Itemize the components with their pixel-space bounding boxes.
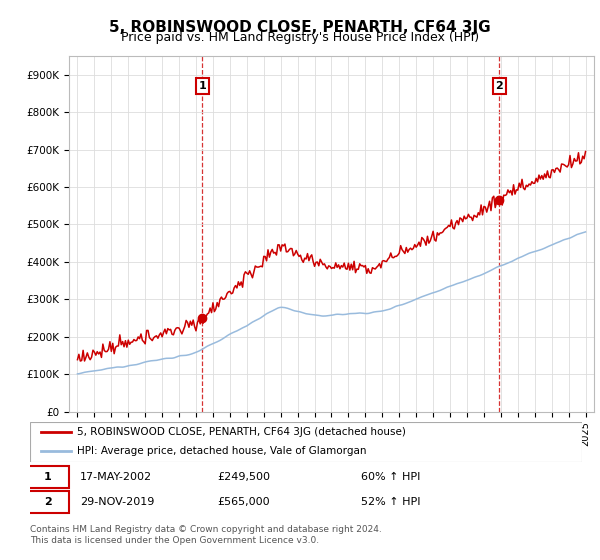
Text: 1: 1 bbox=[199, 81, 206, 91]
Text: £249,500: £249,500 bbox=[218, 472, 271, 482]
Text: 17-MAY-2002: 17-MAY-2002 bbox=[80, 472, 152, 482]
Text: 1: 1 bbox=[44, 472, 52, 482]
Text: 2: 2 bbox=[496, 81, 503, 91]
FancyBboxPatch shape bbox=[30, 422, 582, 462]
Text: 5, ROBINSWOOD CLOSE, PENARTH, CF64 3JG (detached house): 5, ROBINSWOOD CLOSE, PENARTH, CF64 3JG (… bbox=[77, 427, 406, 437]
Text: HPI: Average price, detached house, Vale of Glamorgan: HPI: Average price, detached house, Vale… bbox=[77, 446, 367, 456]
FancyBboxPatch shape bbox=[27, 491, 68, 512]
Text: 60% ↑ HPI: 60% ↑ HPI bbox=[361, 472, 421, 482]
Text: 5, ROBINSWOOD CLOSE, PENARTH, CF64 3JG: 5, ROBINSWOOD CLOSE, PENARTH, CF64 3JG bbox=[109, 20, 491, 35]
Text: £565,000: £565,000 bbox=[218, 497, 271, 507]
Text: Contains HM Land Registry data © Crown copyright and database right 2024.
This d: Contains HM Land Registry data © Crown c… bbox=[30, 525, 382, 545]
Text: 29-NOV-2019: 29-NOV-2019 bbox=[80, 497, 154, 507]
Text: 2: 2 bbox=[44, 497, 52, 507]
Text: Price paid vs. HM Land Registry's House Price Index (HPI): Price paid vs. HM Land Registry's House … bbox=[121, 31, 479, 44]
FancyBboxPatch shape bbox=[27, 466, 68, 488]
Text: 52% ↑ HPI: 52% ↑ HPI bbox=[361, 497, 421, 507]
